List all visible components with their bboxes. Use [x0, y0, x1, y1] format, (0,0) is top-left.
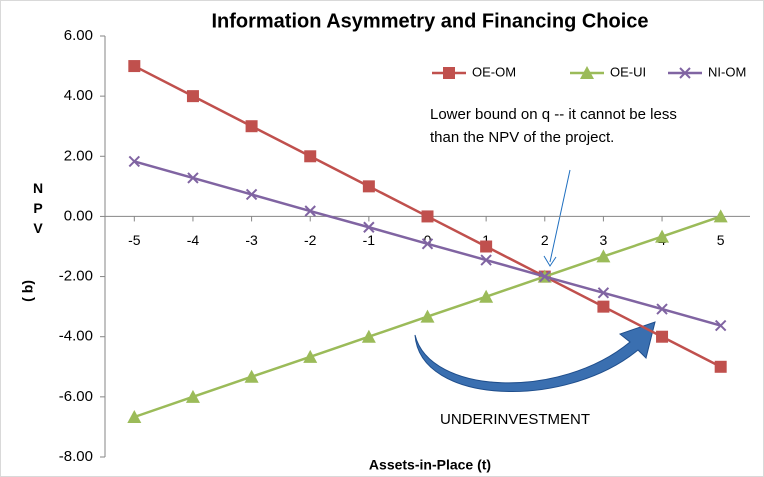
x-tick-label: 2 — [541, 232, 549, 248]
data-point — [304, 205, 316, 217]
y-tick-label: 6.00 — [64, 27, 93, 44]
y-tick-label: -6.00 — [59, 388, 93, 405]
data-point — [185, 389, 200, 403]
data-point — [420, 309, 435, 323]
data-point — [421, 238, 434, 250]
legend: OE-OM OE-UI NI-OM — [432, 64, 746, 79]
data-point — [303, 349, 318, 363]
data-point — [714, 319, 727, 332]
data-point — [245, 188, 258, 201]
data-point — [714, 360, 727, 373]
data-point — [421, 210, 434, 223]
data-point — [362, 180, 375, 193]
x-tick-label: 5 — [717, 232, 725, 248]
annotation-arrowhead — [543, 255, 557, 267]
annotation: UNDERINVESTMENT — [440, 411, 590, 428]
y-axis-label: NPV — [30, 180, 46, 240]
data-point — [713, 209, 728, 223]
data-point — [128, 155, 141, 168]
data-point — [304, 150, 317, 163]
y-tick-label: 2.00 — [64, 147, 93, 164]
x-tick-label: 0 — [424, 232, 432, 248]
y-tick-label: 0.00 — [64, 207, 93, 224]
data-point — [363, 221, 375, 233]
data-point — [244, 369, 259, 383]
annotation: Lower bound on q -- it cannot be less — [430, 106, 677, 123]
data-point — [597, 287, 610, 299]
data-point — [656, 303, 668, 315]
y-axis-label: (q ) — [22, 280, 38, 302]
legend-marker — [580, 66, 594, 79]
x-tick-label: -4 — [187, 232, 200, 248]
y-tick-label: -8.00 — [59, 448, 93, 465]
x-tick-label: 3 — [600, 232, 608, 248]
data-point — [245, 120, 258, 133]
x-tick-label: 1 — [482, 232, 490, 248]
legend-marker — [679, 67, 691, 79]
annotation: than the NPV of the project. — [430, 129, 614, 146]
data-point — [361, 329, 376, 343]
y-tick-label: -4.00 — [59, 328, 93, 345]
data-point — [186, 90, 199, 103]
legend-label: OE-OM — [472, 64, 516, 79]
data-point — [596, 249, 611, 263]
data-point — [656, 330, 669, 343]
data-point — [480, 254, 492, 266]
underinvestment-arrow — [414, 321, 656, 392]
data-point — [187, 172, 199, 184]
y-tick-label: 4.00 — [64, 87, 93, 104]
x-tick-label: -2 — [304, 232, 317, 248]
x-axis-label: Assets-in-Place (t) — [369, 457, 491, 473]
data-point — [128, 60, 141, 73]
legend-marker — [443, 67, 455, 79]
legend-label: NI-OM — [708, 64, 746, 79]
data-point — [539, 270, 551, 283]
x-tick-label: -1 — [363, 232, 376, 248]
data-point — [597, 300, 610, 313]
data-point — [480, 240, 493, 253]
chart-title: Information Asymmetry and Financing Choi… — [211, 10, 648, 32]
x-tick-label: -5 — [128, 232, 141, 248]
data-point — [127, 410, 142, 424]
data-point — [655, 229, 670, 243]
legend-label: OE-UI — [610, 64, 646, 79]
data-point — [479, 289, 494, 303]
x-tick-label: -3 — [245, 232, 258, 248]
y-tick-label: -2.00 — [59, 268, 93, 285]
